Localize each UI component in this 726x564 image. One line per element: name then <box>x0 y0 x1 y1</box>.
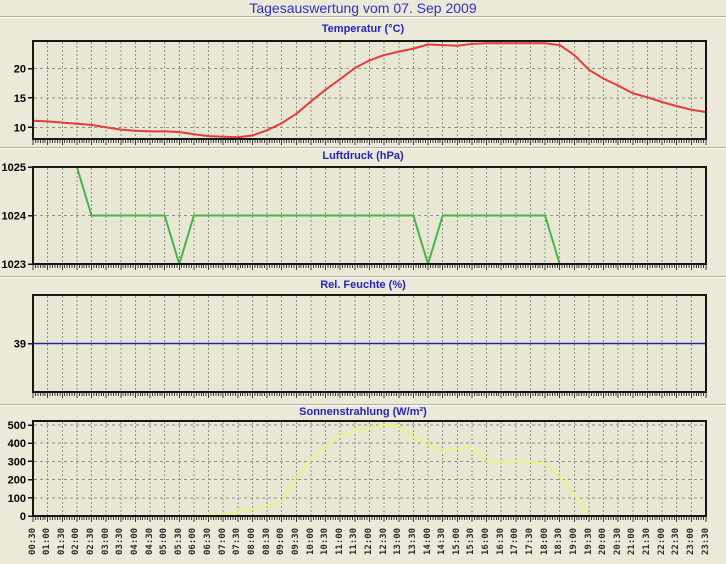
time-label: 19:00 <box>568 527 579 555</box>
chart-title-temperature: Temperatur (°C) <box>321 23 405 35</box>
time-label: 05:00 <box>159 527 170 555</box>
time-label: 18:30 <box>554 527 565 555</box>
chart-title-humidity: Rel. Feuchte (%) <box>320 279 406 291</box>
plot-border <box>32 40 707 140</box>
time-label: 06:30 <box>203 527 214 555</box>
y-tick-label: 1024 <box>2 211 27 223</box>
chart-title-air-pressure: Luftdruck (hPa) <box>322 150 404 162</box>
y-tick-label: 1025 <box>2 162 26 174</box>
time-label: 07:30 <box>232 527 243 555</box>
time-label: 15:00 <box>451 527 462 555</box>
time-label: 01:30 <box>56 527 67 555</box>
time-label: 21:00 <box>627 527 638 555</box>
time-label: 09:30 <box>290 527 301 555</box>
x-major-ticks <box>32 140 707 145</box>
time-label: 23:30 <box>700 527 711 555</box>
temperature-line <box>32 42 707 139</box>
plot-border <box>32 166 707 265</box>
y-tick-label: 200 <box>8 475 26 487</box>
plot-area <box>33 421 706 516</box>
time-label: 14:00 <box>422 527 433 555</box>
plot-border <box>32 420 707 517</box>
time-label: 19:30 <box>583 527 594 555</box>
time-label: 20:00 <box>598 527 609 555</box>
time-label: 13:00 <box>393 527 404 555</box>
time-label: 13:30 <box>407 527 418 555</box>
time-label: 08:00 <box>247 527 257 555</box>
x-major-ticks <box>32 265 707 270</box>
time-label: 00:30 <box>27 527 38 555</box>
time-label: 05:30 <box>173 527 184 555</box>
time-label: 22:30 <box>671 527 682 555</box>
time-label: 01:00 <box>42 527 53 555</box>
separator-groove <box>0 16 726 18</box>
y-tick-label: 100 <box>8 493 26 505</box>
separator-groove <box>0 147 726 149</box>
time-label: 07:00 <box>217 527 228 555</box>
y-tick-label: 15 <box>14 93 26 105</box>
time-label: 04:30 <box>144 527 155 555</box>
time-label: 21:30 <box>642 527 652 555</box>
page-title: Tagesauswertung vom 07. Sep 2009 <box>249 0 477 16</box>
time-label: 15:30 <box>466 527 477 555</box>
time-label: 16:30 <box>495 527 506 555</box>
time-label: 11:30 <box>349 527 360 555</box>
y-tick-label: 39 <box>14 339 26 351</box>
time-label: 22:00 <box>656 527 667 555</box>
time-label: 18:00 <box>539 527 550 555</box>
y-tick-label: 10 <box>14 122 26 134</box>
time-label: 11:00 <box>334 527 345 555</box>
y-tick-label: 500 <box>8 420 26 432</box>
chart-title-solar-radiation: Sonnenstrahlung (W/m²) <box>299 406 427 418</box>
time-label: 16:00 <box>481 527 491 555</box>
separator-groove <box>0 404 726 406</box>
y-tick-label: 400 <box>8 438 26 450</box>
time-label: 03:30 <box>115 527 126 555</box>
plot-border <box>32 294 707 393</box>
time-label: 02:00 <box>71 527 82 555</box>
time-label: 08:30 <box>261 527 272 555</box>
time-label: 09:00 <box>276 527 287 555</box>
y-tick-label: 0 <box>20 511 26 523</box>
time-label: 04:00 <box>129 527 140 555</box>
y-tick-label: 20 <box>14 64 26 76</box>
time-label: 23:00 <box>685 527 696 555</box>
time-label: 03:00 <box>100 527 111 555</box>
time-label: 17:00 <box>510 527 521 555</box>
separator-groove <box>0 276 726 278</box>
y-tick-label: 300 <box>8 456 26 468</box>
time-label: 12:30 <box>378 527 389 555</box>
x-major-ticks <box>32 517 707 522</box>
x-major-ticks <box>32 393 707 398</box>
time-label: 20:30 <box>612 527 623 555</box>
time-label: 06:00 <box>188 527 199 555</box>
time-label: 10:00 <box>305 527 316 555</box>
time-label: 12:00 <box>364 527 374 555</box>
time-label: 02:30 <box>86 527 96 555</box>
time-label: 14:30 <box>437 527 448 555</box>
y-tick-label: 1023 <box>2 259 26 271</box>
time-label: 10:30 <box>320 527 331 555</box>
time-label: 17:30 <box>524 527 535 555</box>
